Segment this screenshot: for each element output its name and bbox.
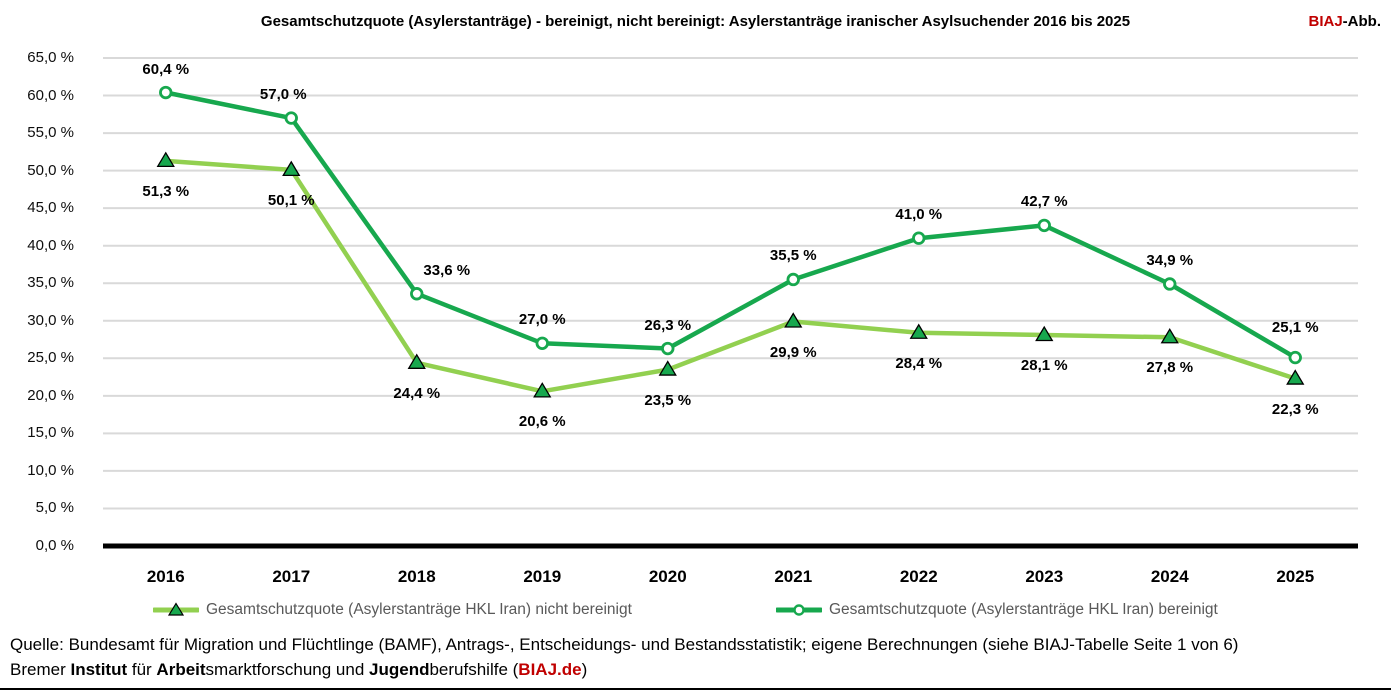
circle-marker bbox=[410, 287, 424, 301]
brand-abb: -Abb. bbox=[1342, 13, 1381, 30]
data-label: 23,5 % bbox=[644, 391, 692, 409]
y-tick-label: 0,0 % bbox=[35, 537, 74, 554]
triangle-marker bbox=[407, 353, 426, 369]
data-label: 34,9 % bbox=[1146, 251, 1194, 269]
institute-text-9: ) bbox=[581, 660, 588, 679]
legend-item-nicht-bereinigt: Gesamtschutzquote (Asylerstanträge HKL I… bbox=[153, 600, 632, 620]
x-axis-label: 2016 bbox=[146, 567, 185, 586]
y-tick-label: 35,0 % bbox=[27, 274, 74, 292]
legend-label-bereinigt: Gesamtschutzquote (Asylerstanträge HKL I… bbox=[829, 601, 1218, 618]
source-line: Quelle: Bundesamt für Migration und Flüc… bbox=[10, 635, 1239, 654]
y-tick-label: 60,0 % bbox=[27, 86, 74, 104]
circle-marker bbox=[786, 272, 800, 287]
x-axis-label: 2023 bbox=[1025, 567, 1064, 586]
y-tick-label: 5,0 % bbox=[35, 499, 74, 517]
triangle-marker bbox=[784, 312, 803, 328]
circle-marker bbox=[535, 336, 549, 350]
brand-biaj: BIAJ bbox=[1308, 13, 1343, 30]
data-label: 24,4 % bbox=[393, 384, 441, 402]
y-tick-label: 40,0 % bbox=[27, 236, 74, 254]
data-label: 41,0 % bbox=[895, 206, 943, 224]
legend-label-nicht-bereinigt: Gesamtschutzquote (Asylerstanträge HKL I… bbox=[206, 601, 632, 618]
legend-marker-triangle-icon bbox=[153, 602, 199, 616]
institute-text-2: Institut bbox=[70, 660, 128, 679]
x-axis-label: 2019 bbox=[523, 567, 562, 586]
y-tick-label: 50,0 % bbox=[27, 161, 74, 179]
data-label: 42,7 % bbox=[1020, 193, 1068, 211]
y-tick-label: 25,0 % bbox=[27, 349, 74, 367]
data-label: 60,4 % bbox=[142, 60, 190, 78]
institute-line: Bremer Institut für Arbeitsmarktforschun… bbox=[10, 660, 587, 680]
circle-marker bbox=[1037, 218, 1051, 233]
x-axis-label: 2024 bbox=[1150, 567, 1189, 586]
y-tick-label: 65,0 % bbox=[27, 49, 74, 66]
institute-text-5: smarktforschung und bbox=[205, 660, 370, 679]
data-label: 25,1 % bbox=[1271, 318, 1319, 336]
data-label: 28,4 % bbox=[895, 354, 943, 372]
data-label: 35,5 % bbox=[769, 247, 817, 265]
x-axis-label: 2022 bbox=[899, 567, 938, 586]
series-line bbox=[163, 90, 1298, 360]
triangle-marker bbox=[156, 151, 175, 168]
institute-text-4: Arbeit bbox=[156, 660, 206, 679]
data-label: 51,3 % bbox=[142, 182, 190, 200]
triangle-marker bbox=[533, 382, 552, 398]
institute-link: BIAJ.de bbox=[518, 660, 582, 679]
y-tick-label: 55,0 % bbox=[27, 124, 74, 142]
y-tick-label: 45,0 % bbox=[27, 199, 74, 217]
circle-marker bbox=[912, 231, 926, 245]
data-label: 20,6 % bbox=[518, 413, 566, 431]
y-tick-label: 30,0 % bbox=[27, 311, 74, 329]
y-tick-label: 15,0 % bbox=[27, 424, 74, 442]
data-label: 29,9 % bbox=[769, 343, 817, 361]
triangle-marker bbox=[658, 360, 677, 376]
circle-marker bbox=[159, 85, 173, 100]
triangle-marker bbox=[909, 323, 928, 339]
institute-text-7: berufshilfe ( bbox=[429, 660, 519, 679]
triangle-marker bbox=[1160, 328, 1179, 344]
x-axis-label: 2025 bbox=[1276, 567, 1315, 586]
legend-item-bereinigt: Gesamtschutzquote (Asylerstanträge HKL I… bbox=[776, 600, 1218, 620]
x-axis-label: 2017 bbox=[272, 567, 311, 586]
triangle-marker bbox=[282, 160, 301, 177]
data-label: 33,6 % bbox=[423, 261, 471, 279]
institute-text-6: Jugend bbox=[369, 660, 430, 679]
brand-label: BIAJ-Abb. bbox=[1308, 13, 1381, 30]
data-label: 28,1 % bbox=[1020, 357, 1068, 375]
y-tick-label: 10,0 % bbox=[27, 461, 74, 479]
x-axis-label: 2021 bbox=[774, 567, 813, 586]
data-label: 22,3 % bbox=[1271, 400, 1319, 418]
chart-title: Gesamtschutzquote (Asylerstanträge) - be… bbox=[260, 13, 1131, 30]
circle-marker bbox=[661, 341, 675, 356]
triangle-marker bbox=[1286, 369, 1305, 385]
legend-marker-circle-icon bbox=[776, 604, 822, 616]
circle-marker bbox=[1288, 350, 1302, 365]
y-tick-label: 20,0 % bbox=[27, 386, 74, 404]
data-label: 57,0 % bbox=[259, 86, 307, 104]
institute-text-1: Bremer bbox=[10, 660, 71, 679]
x-axis-label: 2018 bbox=[397, 567, 436, 586]
x-axis-label: 2020 bbox=[648, 567, 687, 586]
institute-text-3: für bbox=[127, 660, 157, 679]
data-label: 27,0 % bbox=[518, 311, 566, 329]
circle-marker bbox=[1163, 277, 1177, 291]
data-label: 26,3 % bbox=[644, 316, 692, 334]
data-label: 50,1 % bbox=[267, 191, 315, 209]
bottom-rule bbox=[0, 688, 1391, 690]
series-line bbox=[163, 158, 1298, 394]
data-label: 27,8 % bbox=[1146, 359, 1194, 377]
circle-marker bbox=[284, 111, 298, 125]
triangle-marker bbox=[1035, 325, 1054, 342]
